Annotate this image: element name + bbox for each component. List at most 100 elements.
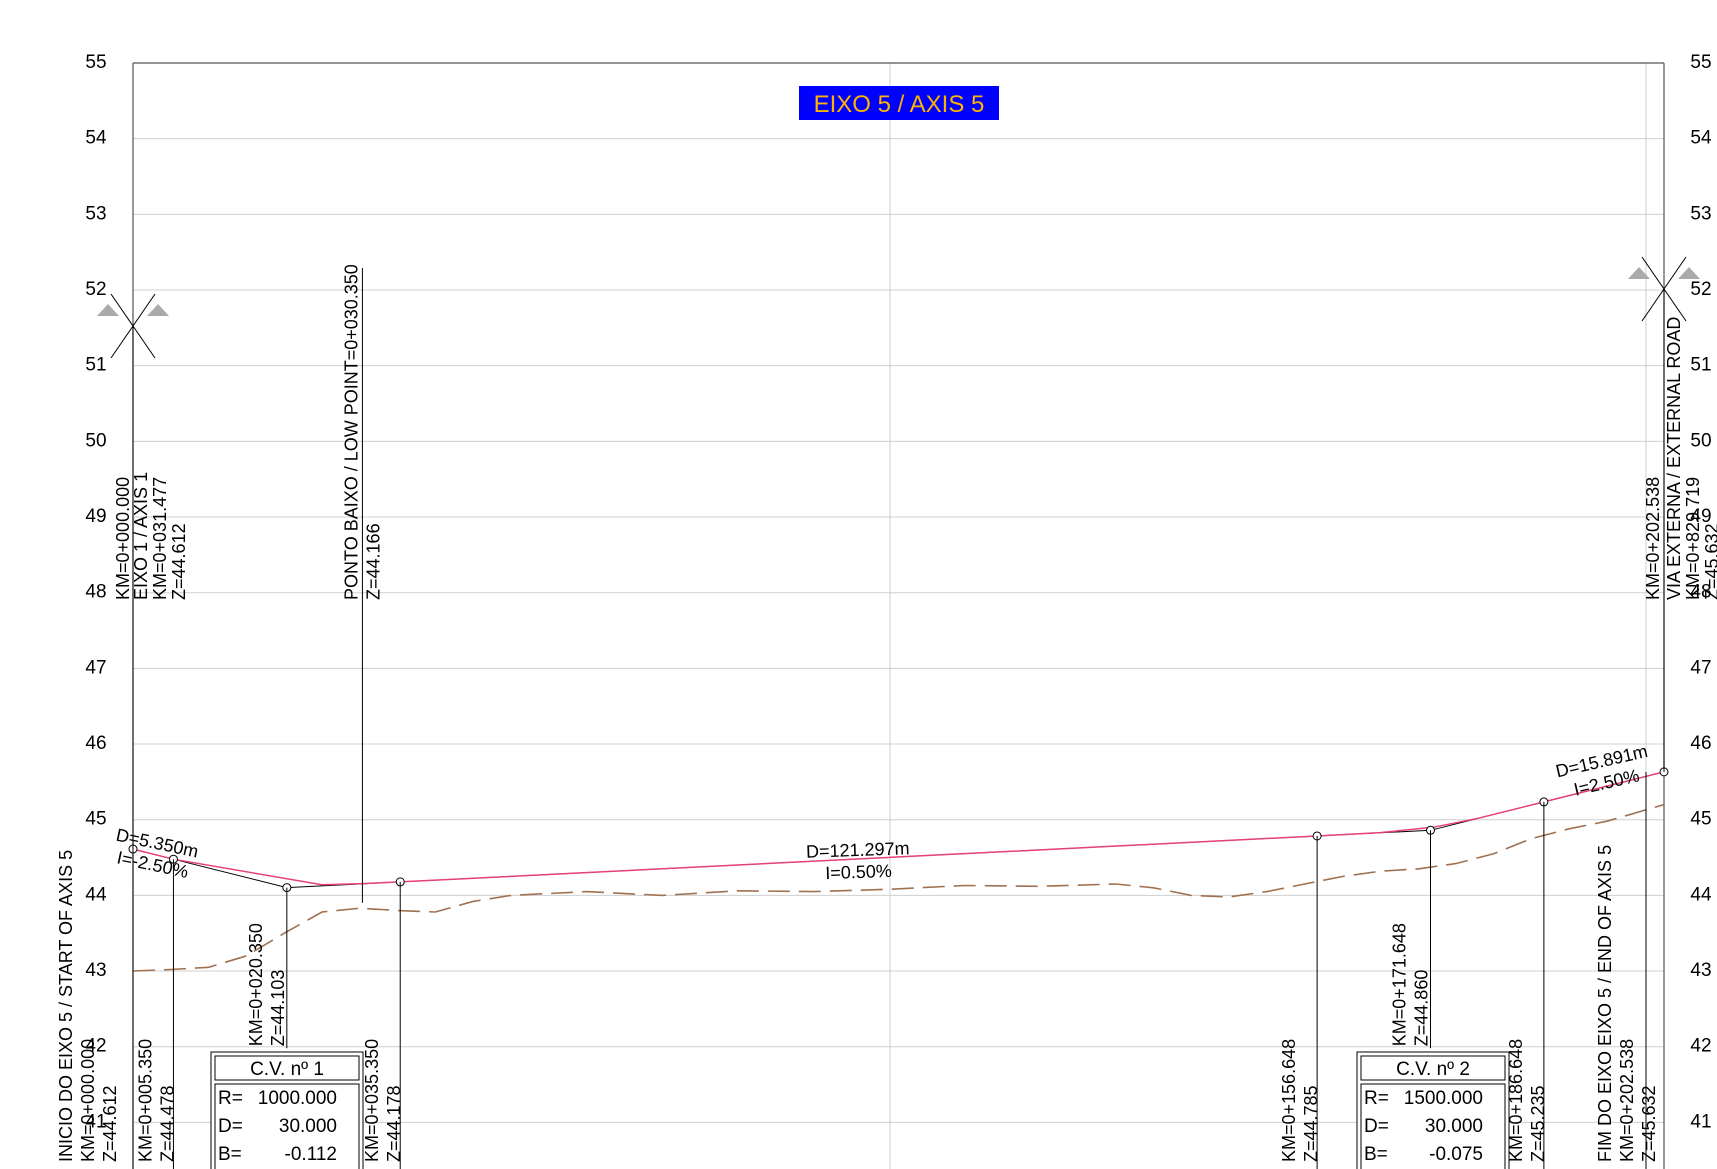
y-tick-label-right: 51	[1690, 355, 1711, 376]
station-leader-bottom: FIM DO EIXO EIXO 5 / END OF AXIS 5 KM=0+2…	[1595, 771, 1659, 1169]
leader-text: Z=45.235	[1528, 1085, 1548, 1162]
leader-text: Z=45.632	[1639, 1085, 1659, 1162]
page-title: EIXO 5 / AXIS 5	[814, 91, 985, 118]
vertical-curve-tables: C.V. nº 1 R= 1000.000 D= 30.000 B= -0.112 C.V. …	[210, 1051, 1510, 1169]
leader-text: KM=0+156.648	[1279, 1039, 1299, 1162]
y-tick-label-left: 43	[85, 960, 106, 981]
leader-text: KM=0+020.350	[246, 923, 266, 1046]
y-tick-label-right: 55	[1690, 52, 1711, 73]
cv-title: C.V. nº 2	[1396, 1059, 1470, 1080]
marker-flag	[147, 304, 169, 316]
cv-param-value: 1500.000	[1404, 1088, 1483, 1109]
y-tick-label-right: 50	[1690, 430, 1711, 451]
title-block: EIXO 5 / AXIS 5	[799, 86, 999, 120]
leader-text-top: KM=0+000.000	[113, 477, 133, 600]
cv-outer-box	[1356, 1051, 1510, 1169]
leader-text-top: Z=44.612	[169, 523, 189, 600]
marker-flag	[1678, 267, 1700, 279]
y-tick-label-left: 45	[85, 809, 106, 830]
station-leader-bottom: KM=0+020.350 Z=44.103	[246, 887, 288, 1049]
leader-text: KM=0+186.648	[1506, 1039, 1526, 1162]
grid-layer	[133, 62, 1664, 1169]
station-leader-bottom: KM=0+186.648 Z=45.235	[1506, 801, 1548, 1169]
y-tick-label-right: 49	[1690, 506, 1711, 527]
leader-text: Z=44.612	[100, 1085, 120, 1162]
vertical-curve-table: C.V. nº 1 R= 1000.000 D= 30.000 B= -0.112	[210, 1051, 364, 1169]
y-tick-label-right: 43	[1690, 960, 1711, 981]
y-tick-label-left: 52	[85, 279, 106, 300]
cv-param-label: D=	[1364, 1116, 1389, 1137]
leader-text: KM=0+035.350	[362, 1039, 382, 1162]
terrain-line	[132, 803, 1665, 972]
cv-body-box	[1360, 1083, 1506, 1169]
y-tick-label-left: 41	[85, 1111, 106, 1132]
y-tick-label-left: 49	[85, 506, 106, 527]
axis-labels: 55 54 53 52 51 50 49 48 47 46 45 44 43 42 41 55 54 53 52 51…	[85, 52, 1712, 1132]
y-tick-label-left: 55	[85, 52, 106, 73]
cv-title-box	[1360, 1055, 1506, 1081]
y-tick-label-left: 48	[85, 582, 106, 603]
leader-text: KM=0+171.648	[1390, 923, 1410, 1046]
start-marker	[97, 293, 169, 359]
cv-title: C.V. nº 1	[250, 1059, 324, 1080]
station-leader-bottom: KM=0+171.648 Z=44.860	[1390, 830, 1432, 1049]
leader-text: Z=44.178	[384, 1085, 404, 1162]
y-tick-label-right: 42	[1690, 1036, 1711, 1057]
cv-param-value: 30.000	[279, 1116, 337, 1137]
station-leaders: INICIO DO EIXO 5 / START OF AXIS 5 KM=0+0…	[56, 256, 1717, 1169]
y-tick-label-right: 44	[1690, 884, 1712, 905]
cv-body-box	[214, 1083, 360, 1169]
terrain-profile	[132, 803, 1665, 972]
vertical-curve-table: C.V. nº 2 R= 1500.000 D= 30.000 B= -0.075	[1356, 1051, 1510, 1169]
station-leader-bottom: KM=0+035.350 Z=44.178	[362, 881, 404, 1169]
leader-text-top: KM=0+202.538	[1643, 477, 1663, 600]
segment-grade: I=0.50%	[825, 861, 892, 883]
leader-text: Z=44.860	[1412, 970, 1432, 1047]
cv-param-value: 1000.000	[258, 1088, 337, 1109]
y-tick-label-right: 53	[1690, 203, 1711, 224]
y-tick-label-left: 47	[85, 657, 106, 678]
y-tick-label-left: 44	[85, 884, 107, 905]
station-leader-bottom: INICIO DO EIXO 5 / START OF AXIS 5 KM=0+0…	[56, 849, 134, 1169]
leader-text-top: Z=44.166	[363, 523, 383, 600]
marker-flag	[97, 304, 119, 316]
leader-text: INICIO DO EIXO 5 / START OF AXIS 5	[56, 850, 76, 1162]
y-tick-label-right: 52	[1690, 279, 1711, 300]
leader-text-top: EIXO 1 / AXIS 1	[131, 472, 151, 600]
cv-param-label: D=	[218, 1116, 243, 1137]
leader-text-top: KM=0+829.719	[1683, 477, 1703, 600]
station-leader-bottom: KM=0+156.648 Z=44.785	[1279, 835, 1321, 1169]
cv-param-label: B=	[1364, 1144, 1388, 1165]
station-leader-bottom: KM=0+005.350 Z=44.478	[135, 859, 177, 1169]
cv-param-value: -0.112	[285, 1144, 337, 1165]
y-tick-label-left: 53	[85, 203, 106, 224]
y-tick-label-left: 46	[85, 733, 106, 754]
y-tick-label-right: 45	[1690, 809, 1711, 830]
leader-text-top: KM=0+031.477	[150, 477, 170, 600]
leader-text: Z=44.785	[1301, 1085, 1321, 1162]
cv-param-label: R=	[1364, 1088, 1389, 1109]
y-tick-label-left: 51	[85, 355, 106, 376]
leader-text-top: Z=45.632	[1702, 523, 1717, 600]
marker-flag	[1628, 267, 1650, 279]
leader-text-top: PONTO BAIXO / LOW POINT=0+030.350	[341, 264, 361, 600]
leader-text: FIM DO EIXO EIXO 5 / END OF AXIS 5	[1595, 845, 1615, 1162]
leader-text-top: VIA EXTERNA / EXTERNAL ROAD	[1664, 317, 1684, 600]
y-tick-label-right: 46	[1690, 733, 1711, 754]
leader-text: KM=0+000.000	[78, 1039, 98, 1162]
y-tick-label-left: 54	[85, 128, 107, 149]
cv-param-label: R=	[218, 1088, 243, 1109]
y-tick-label-left: 50	[85, 430, 106, 451]
y-tick-label-right: 48	[1690, 582, 1711, 603]
y-tick-label-right: 47	[1690, 657, 1711, 678]
leader-text: KM=0+005.350	[135, 1039, 155, 1162]
title-box	[799, 86, 999, 120]
y-tick-label-left: 42	[85, 1036, 106, 1057]
y-tick-label-right: 41	[1690, 1111, 1711, 1132]
cv-param-value: 30.000	[1425, 1116, 1483, 1137]
leader-text: KM=0+202.538	[1617, 1039, 1637, 1162]
y-tick-label-right: 54	[1690, 128, 1712, 149]
